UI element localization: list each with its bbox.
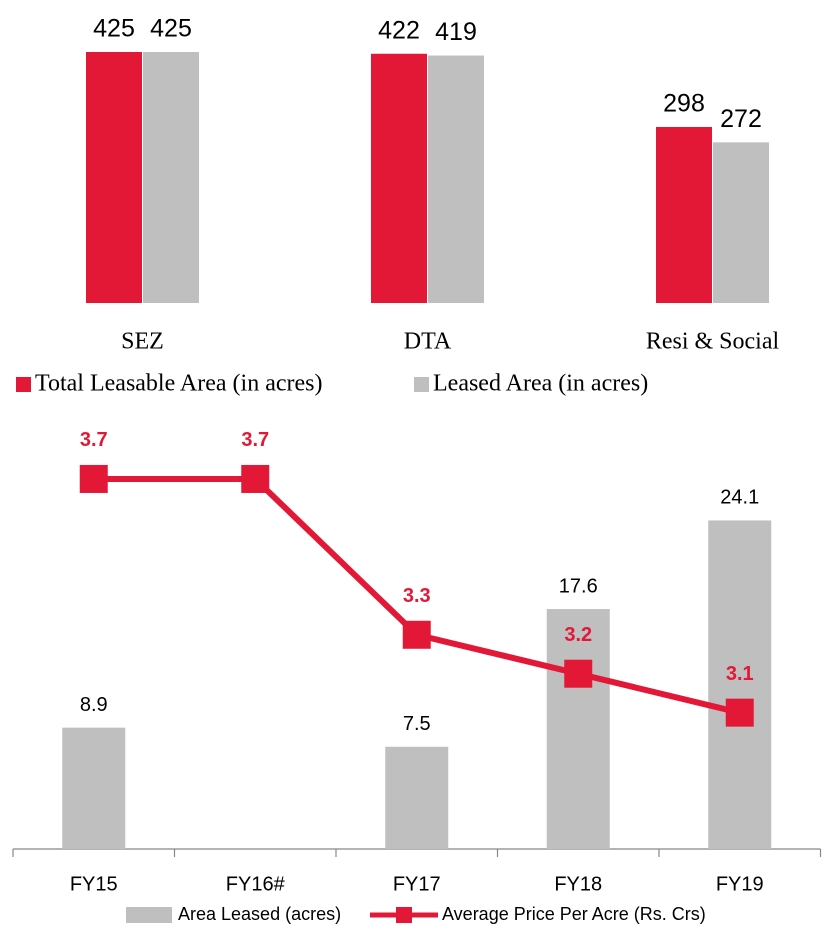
bar — [62, 727, 126, 849]
line-marker — [564, 659, 593, 688]
data-label: 3.1 — [726, 663, 754, 685]
data-label: 24.1 — [720, 487, 759, 509]
legend-label: Average Price Per Acre (Rs. Crs) — [442, 904, 706, 924]
legend-label: Area Leased (acres) — [178, 904, 341, 924]
x-tick-label: FY19 — [716, 873, 764, 895]
data-label: 3.2 — [564, 624, 592, 646]
data-label: 3.7 — [80, 429, 108, 451]
data-label: 8.9 — [80, 694, 108, 716]
data-label: 422 — [378, 16, 420, 44]
line-marker — [241, 464, 270, 493]
bar — [86, 52, 142, 303]
legend-swatch — [396, 907, 412, 923]
data-label: 3.7 — [241, 429, 269, 451]
bar — [143, 52, 199, 303]
data-label: 272 — [720, 105, 762, 133]
data-label: 3.3 — [403, 585, 431, 607]
bar — [546, 609, 610, 849]
data-label: 419 — [435, 18, 477, 46]
line-marker — [402, 620, 431, 649]
x-tick-label: FY18 — [554, 873, 602, 895]
legend-swatch — [16, 377, 31, 392]
bar — [428, 55, 484, 303]
x-tick-label: Resi & Social — [646, 329, 780, 355]
x-tick-label: FY17 — [393, 873, 441, 895]
data-label: 425 — [150, 15, 192, 43]
x-tick-label: SEZ — [121, 329, 164, 355]
bar — [385, 746, 449, 849]
data-label: 425 — [93, 15, 135, 43]
bar — [371, 53, 427, 304]
bar — [713, 142, 769, 303]
bar — [708, 520, 772, 849]
line-marker — [725, 698, 754, 727]
legend-swatch — [414, 377, 429, 392]
data-label: 17.6 — [559, 575, 598, 597]
bar — [656, 127, 712, 304]
x-tick-label: FY15 — [70, 873, 118, 895]
line-marker — [79, 464, 108, 493]
data-label: 7.5 — [403, 713, 431, 735]
x-tick-label: FY16# — [226, 873, 286, 895]
legend-swatch — [126, 907, 172, 923]
legend-label: Total Leasable Area (in acres) — [35, 371, 323, 397]
legend-label: Leased Area (in acres) — [433, 371, 648, 397]
data-label: 298 — [663, 90, 705, 118]
x-tick-label: DTA — [404, 329, 452, 355]
